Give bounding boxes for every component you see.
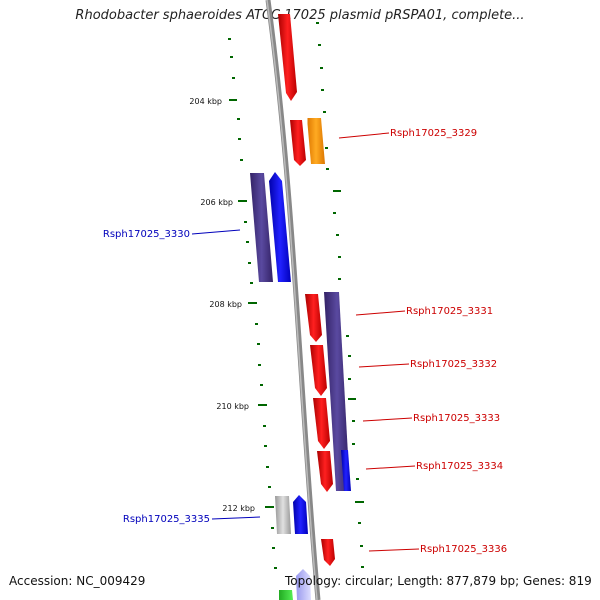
feature-grey-3335[interactable]: [275, 496, 291, 534]
kbp-label-210: 210 kbp: [216, 402, 249, 411]
cds-forward-3333[interactable]: [313, 398, 330, 449]
cds-forward-top[interactable]: [278, 14, 297, 101]
gene-label-3330[interactable]: Rsph17025_3330: [103, 229, 190, 240]
feature-purple-3331-3334[interactable]: [324, 292, 350, 491]
backbone-line: [265, 0, 321, 600]
gene-label-3332[interactable]: Rsph17025_3332: [410, 359, 497, 370]
topology-summary-text: Topology: circular; Length: 877,879 bp; …: [285, 574, 592, 588]
cds-reverse-3330[interactable]: [269, 172, 291, 282]
gene-label-3336[interactable]: Rsph17025_3336: [420, 544, 507, 555]
accession-text: Accession: NC_009429: [9, 574, 146, 588]
gene-label-3331[interactable]: Rsph17025_3331: [406, 306, 493, 317]
cds-forward-3329a[interactable]: [290, 120, 306, 166]
gene-label-3335[interactable]: Rsph17025_3335: [123, 514, 210, 525]
cds-reverse-in-3334[interactable]: [341, 450, 351, 491]
kbp-label-212: 212 kbp: [222, 504, 255, 513]
kbp-label-204: 204 kbp: [189, 97, 222, 106]
kbp-label-208: 208 kbp: [209, 300, 242, 309]
gene-label-3329[interactable]: Rsph17025_3329: [390, 128, 477, 139]
feature-orange-3329[interactable]: [307, 118, 325, 164]
feature-green-bottom[interactable]: [279, 590, 293, 600]
cds-forward-3336[interactable]: [321, 539, 335, 566]
cds-forward-3332[interactable]: [310, 345, 327, 396]
feature-pale-bottom[interactable]: [296, 569, 311, 600]
map-title: Rhodobacter sphaeroides ATCC 17025 plasm…: [75, 8, 525, 23]
feature-purple-3330[interactable]: [250, 173, 273, 282]
kbp-label-206: 206 kbp: [200, 198, 233, 207]
tick-marks: [228, 22, 364, 569]
cds-forward-3334[interactable]: [317, 451, 333, 492]
gene-label-3334[interactable]: Rsph17025_3334: [416, 461, 503, 472]
cds-forward-3331[interactable]: [305, 294, 322, 342]
cds-reverse-3335[interactable]: [293, 495, 308, 534]
gene-label-3333[interactable]: Rsph17025_3333: [413, 413, 500, 424]
